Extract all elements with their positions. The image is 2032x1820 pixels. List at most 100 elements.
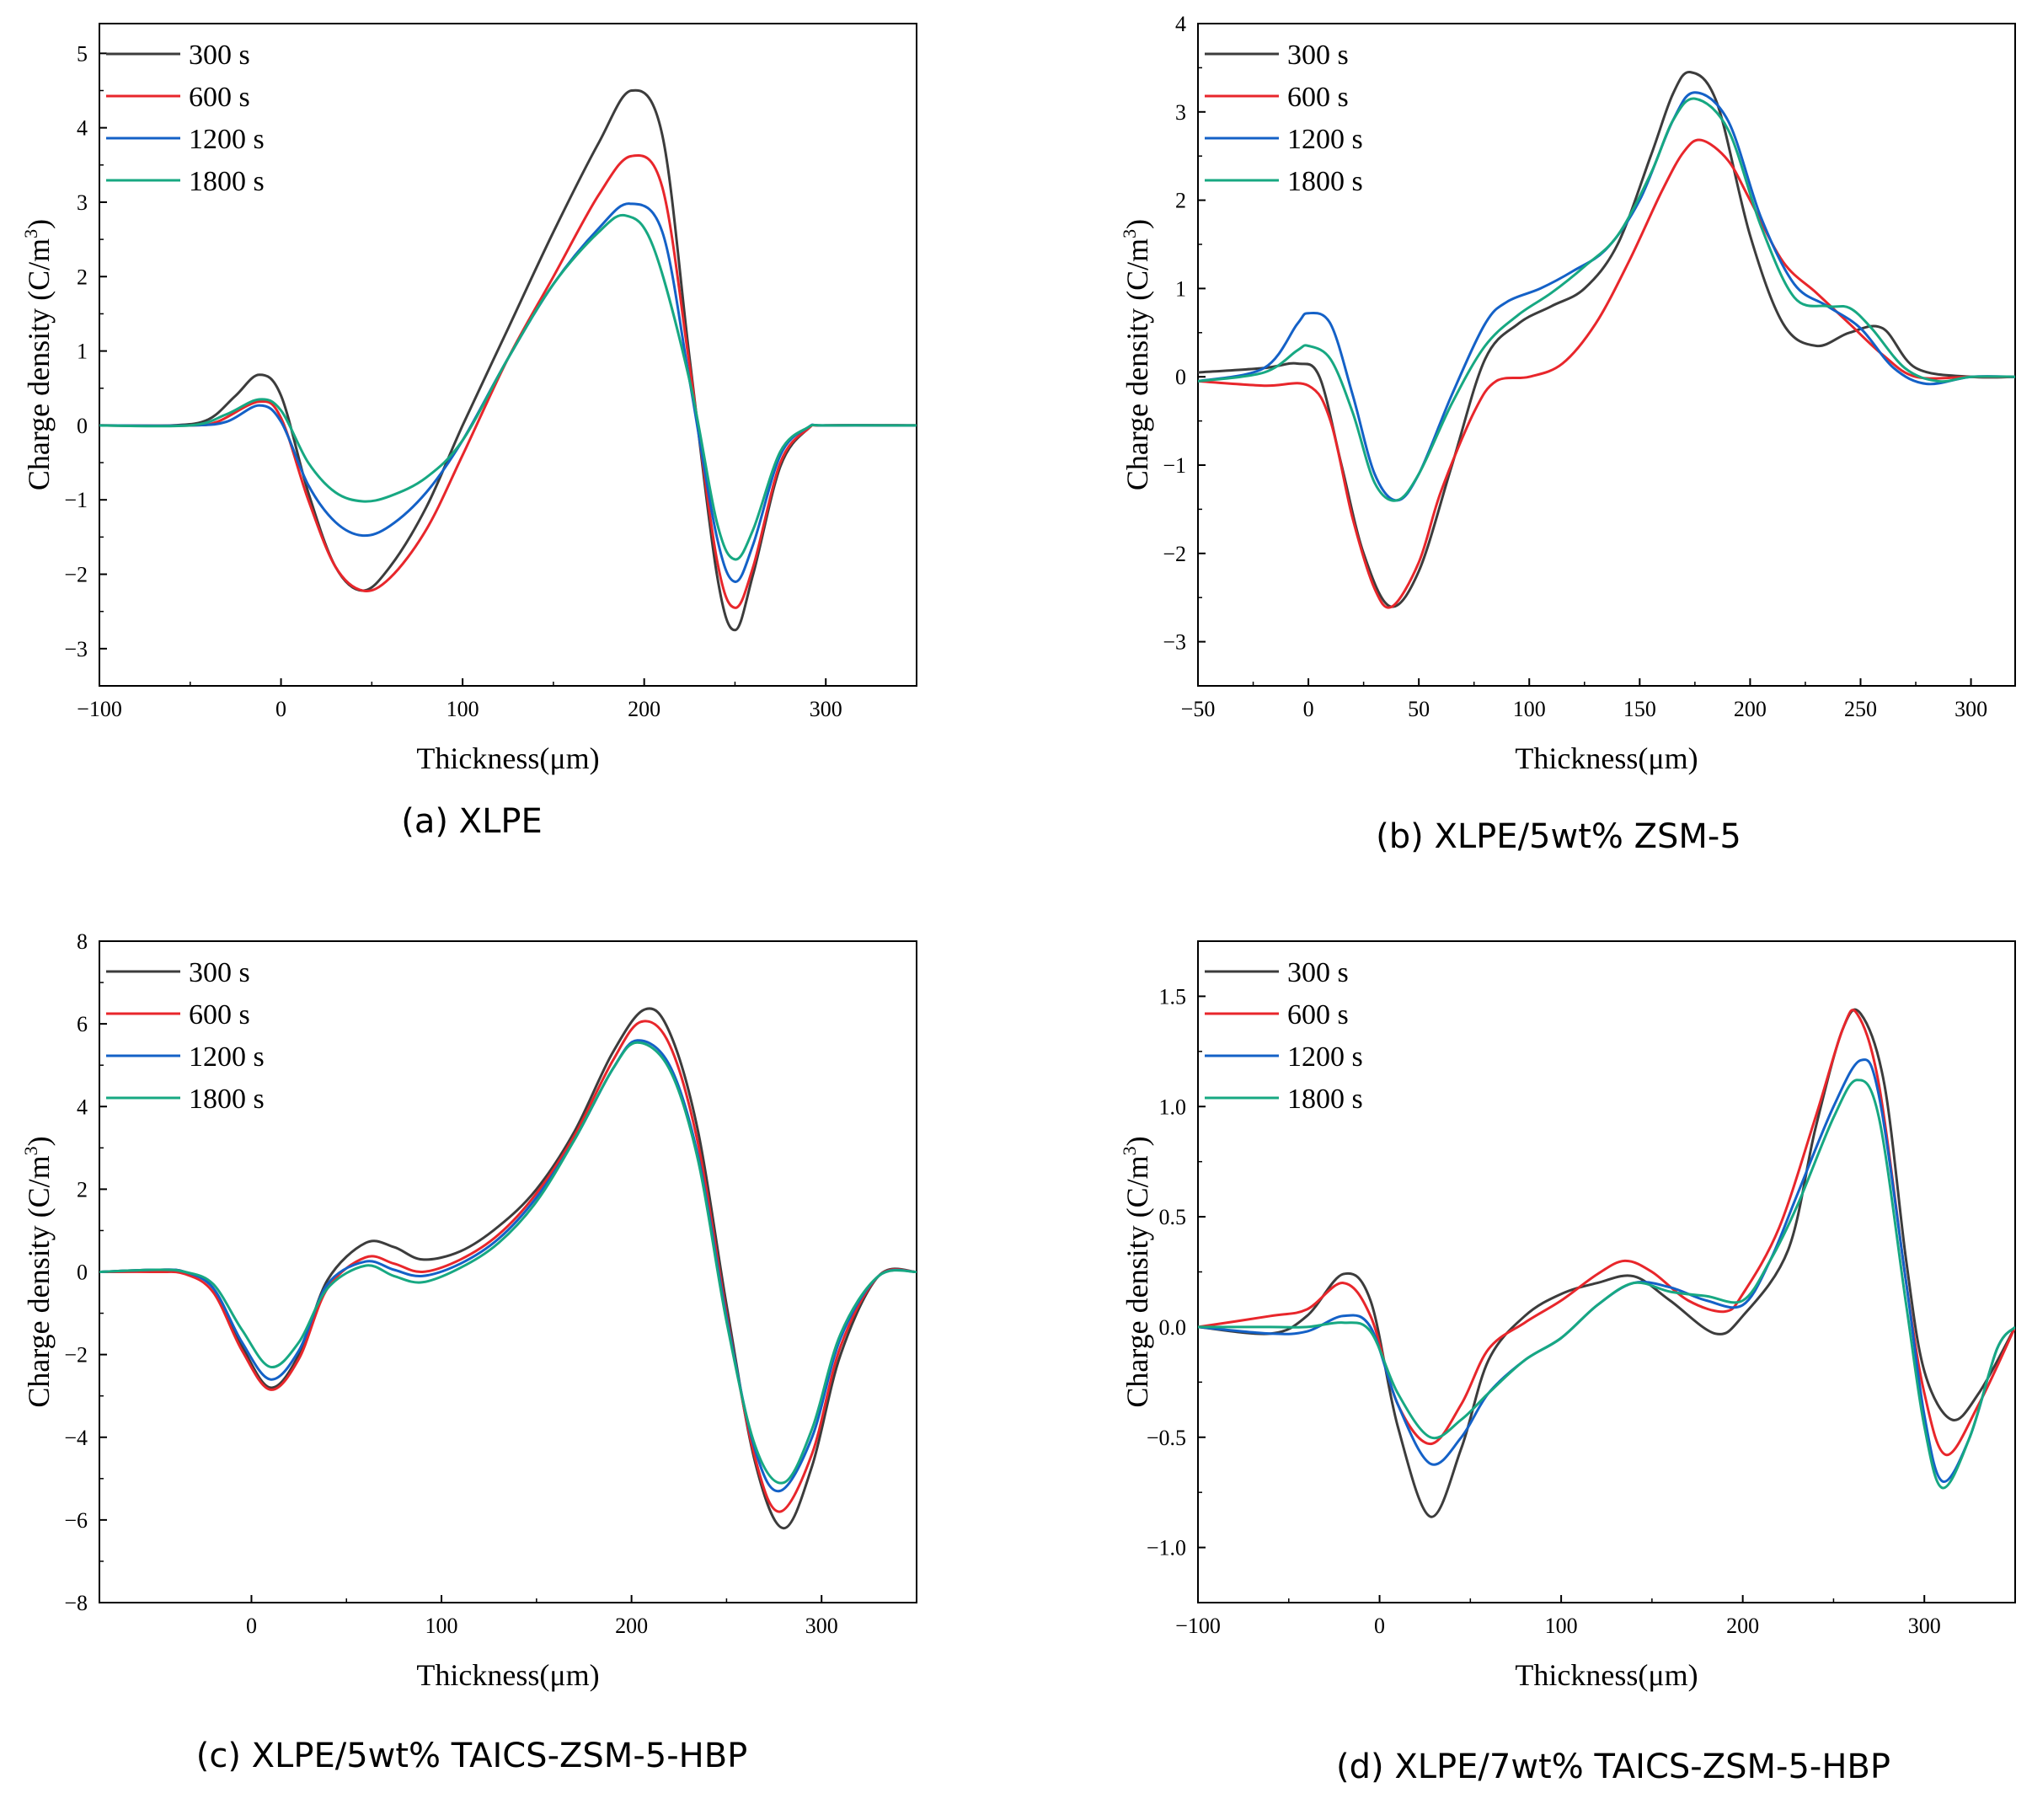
- x-tick-label: −100: [77, 697, 122, 721]
- x-axis-label: Thickness(μm): [416, 1658, 599, 1692]
- legend-label-600s: 600 s: [189, 999, 250, 1030]
- plot-frame: [1197, 23, 2016, 687]
- y-tick-label: 1.0: [1159, 1095, 1187, 1119]
- x-tick-label: 0: [1374, 1614, 1385, 1638]
- x-tick-label: 50: [1408, 697, 1430, 721]
- y-axis-label-superscript: 3: [20, 1146, 41, 1155]
- x-tick-label: 200: [1734, 697, 1767, 721]
- chart-panel-b: −50 0 50 100 150 200 250 300 −3 −2 −1 0 1 2 3 4 Thicknes…: [1119, 12, 2016, 856]
- y-tick-label: 8: [77, 929, 88, 954]
- x-tick-label: 300: [810, 697, 842, 721]
- y-tick-label: 4: [77, 1095, 88, 1119]
- chart-panel-d: −100 0 100 200 300 −1.0 −0.5 0.0 0.5 1.0 1.5 Thickn…: [1119, 940, 2016, 1786]
- y-tick-label: 0: [1175, 365, 1186, 389]
- y-tick-label: −3: [64, 637, 88, 661]
- legend-label-1800s: 1800 s: [1287, 166, 1363, 197]
- chart-panel-c: 0 100 200 300 −8 −6 −4 −2 0 2 4 6 8 Thickness(μm) Char…: [20, 929, 917, 1775]
- y-tick-label: −2: [1163, 542, 1186, 566]
- y-axis-label-close: ): [22, 219, 56, 229]
- panel-caption: (b) XLPE/5wt% ZSM-5: [1376, 817, 1741, 856]
- y-tick-label: −2: [64, 563, 88, 587]
- x-tick-label: 300: [1908, 1614, 1941, 1638]
- y-tick-label: 2: [77, 1177, 88, 1202]
- x-tick-label: 0: [1303, 697, 1314, 721]
- legend-label-1200s: 1200 s: [1287, 124, 1363, 155]
- y-tick-label: −4: [64, 1426, 88, 1450]
- x-axis-label: Thickness(μm): [1515, 741, 1698, 775]
- series-line-1800s: [1198, 97, 2015, 502]
- x-tick-label: −100: [1175, 1614, 1221, 1638]
- x-tick-label: 100: [1513, 697, 1546, 721]
- legend-label-600s: 600 s: [1287, 999, 1349, 1030]
- panel-caption: (d) XLPE/7wt% TAICS-ZSM-5-HBP: [1336, 1748, 1890, 1786]
- y-tick-label: 0: [77, 1261, 88, 1285]
- y-tick-label: −1.0: [1147, 1536, 1186, 1560]
- y-tick-label: 4: [77, 116, 88, 141]
- y-tick-label: 1.5: [1159, 984, 1187, 1009]
- y-axis-label-close: ): [22, 1136, 56, 1146]
- y-axis-label: Charge density (C/m3): [1119, 1136, 1154, 1407]
- y-tick-label: 5: [77, 41, 88, 66]
- y-tick-label: 3: [77, 190, 88, 215]
- legend-label-300s: 300 s: [189, 40, 250, 71]
- legend-label-1200s: 1200 s: [1287, 1041, 1363, 1073]
- y-axis-label-text: Charge density (C/m: [22, 238, 56, 490]
- legend-label-300s: 300 s: [1287, 957, 1349, 988]
- y-axis-label: Charge density (C/m3): [20, 219, 56, 490]
- series-line-1800s: [99, 1041, 917, 1485]
- y-tick-label: 4: [1175, 12, 1186, 36]
- x-tick-label: 250: [1844, 697, 1877, 721]
- y-tick-label: 6: [77, 1012, 88, 1036]
- legend-label-300s: 300 s: [189, 957, 250, 988]
- series-line-1800s: [99, 213, 917, 561]
- y-tick-label: 3: [1175, 100, 1186, 125]
- plot-frame: [99, 23, 917, 687]
- y-axis-label: Charge density (C/m3): [20, 1136, 56, 1407]
- legend-label-600s: 600 s: [189, 82, 250, 113]
- legend-label-1800s: 1800 s: [189, 1084, 265, 1115]
- x-tick-label: −50: [1181, 697, 1216, 721]
- x-tick-label: 150: [1623, 697, 1656, 721]
- y-axis-label-text: Charge density (C/m: [1120, 1155, 1154, 1407]
- y-axis-label-superscript: 3: [1119, 229, 1140, 238]
- y-axis-label: Charge density (C/m3): [1119, 219, 1154, 490]
- chart-panel-a: −100 0 100 200 300 −3 −2 −1 0 1 2 3 4 5 Thickness(μm) C…: [20, 23, 917, 841]
- y-tick-label: 0: [77, 414, 88, 438]
- x-axis-label: Thickness(μm): [416, 741, 599, 775]
- legend-label-1800s: 1800 s: [189, 166, 265, 197]
- y-tick-label: −2: [64, 1343, 88, 1368]
- y-tick-label: −3: [1163, 630, 1186, 655]
- y-tick-label: 0.5: [1159, 1205, 1187, 1229]
- legend-label-1200s: 1200 s: [189, 124, 265, 155]
- y-tick-label: −6: [64, 1508, 88, 1533]
- x-axis-label: Thickness(μm): [1515, 1658, 1698, 1692]
- x-tick-label: 100: [425, 1614, 458, 1638]
- y-tick-label: 1: [1175, 276, 1186, 301]
- y-axis-label-close: ): [1120, 219, 1154, 229]
- y-tick-label: 2: [77, 265, 88, 289]
- x-tick-label: 200: [1726, 1614, 1759, 1638]
- legend-label-1200s: 1200 s: [189, 1041, 265, 1073]
- x-tick-label: 100: [1545, 1614, 1578, 1638]
- y-tick-label: 2: [1175, 189, 1186, 213]
- y-axis-label-close: ): [1120, 1136, 1154, 1146]
- legend-label-600s: 600 s: [1287, 82, 1349, 113]
- y-axis-label-text: Charge density (C/m: [1120, 238, 1154, 490]
- x-tick-label: 300: [805, 1614, 838, 1638]
- panel-caption: (a) XLPE: [401, 802, 543, 841]
- y-tick-label: 0.0: [1159, 1315, 1187, 1340]
- y-axis-label-superscript: 3: [1119, 1146, 1140, 1155]
- x-tick-label: 300: [1954, 697, 1987, 721]
- series-line-1800s: [1198, 1079, 2015, 1490]
- y-tick-label: −8: [64, 1591, 88, 1615]
- x-tick-label: 0: [246, 1614, 257, 1638]
- series-line-300s: [99, 1007, 917, 1530]
- y-axis-label-text: Charge density (C/m: [22, 1155, 56, 1407]
- y-tick-label: −1: [64, 488, 88, 512]
- legend-label-300s: 300 s: [1287, 40, 1349, 71]
- x-tick-label: 200: [628, 697, 660, 721]
- series-line-300s: [99, 88, 917, 632]
- y-tick-label: −1: [1163, 453, 1186, 478]
